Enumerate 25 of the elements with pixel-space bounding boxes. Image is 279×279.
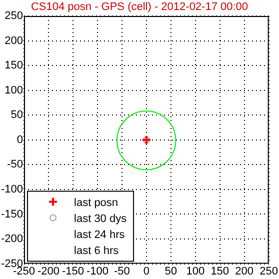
x-tick-label: 0 (143, 265, 150, 278)
x-tick-label: -100 (86, 265, 108, 278)
y-tick-label: 150 (4, 60, 24, 72)
y-tick-label: 50 (10, 109, 24, 122)
x-tick-label: 250 (260, 265, 278, 278)
text: last 24 hrs (74, 228, 126, 241)
y-tick-label: -100 (0, 183, 24, 196)
text: last 6 hrs (74, 244, 120, 257)
x-tick-label: 100 (186, 265, 205, 278)
legend-label: last 30 dys (74, 212, 128, 225)
legend-label: last posn (74, 196, 118, 209)
y-tick-label: 250 (4, 10, 24, 22)
y-tick-label: -150 (0, 208, 24, 220)
x-tick-label: -50 (114, 265, 130, 278)
y-tick-label: -50 (7, 158, 24, 171)
x-tick-label: 150 (210, 265, 230, 278)
y-tick-label: -200 (0, 233, 24, 246)
x-tick-label: -150 (62, 265, 84, 278)
x-tick-label: -200 (37, 265, 60, 278)
y-tick-label: 100 (4, 84, 24, 96)
y-tick-label: 0 (16, 134, 24, 146)
x-tick-label: 200 (235, 265, 254, 278)
chart-title: CS104 posn - GPS (cell) - 2012-02-17 00:00 (30, 1, 248, 13)
x-tick-label: 50 (164, 265, 178, 278)
y-tick-label: 200 (4, 34, 24, 47)
